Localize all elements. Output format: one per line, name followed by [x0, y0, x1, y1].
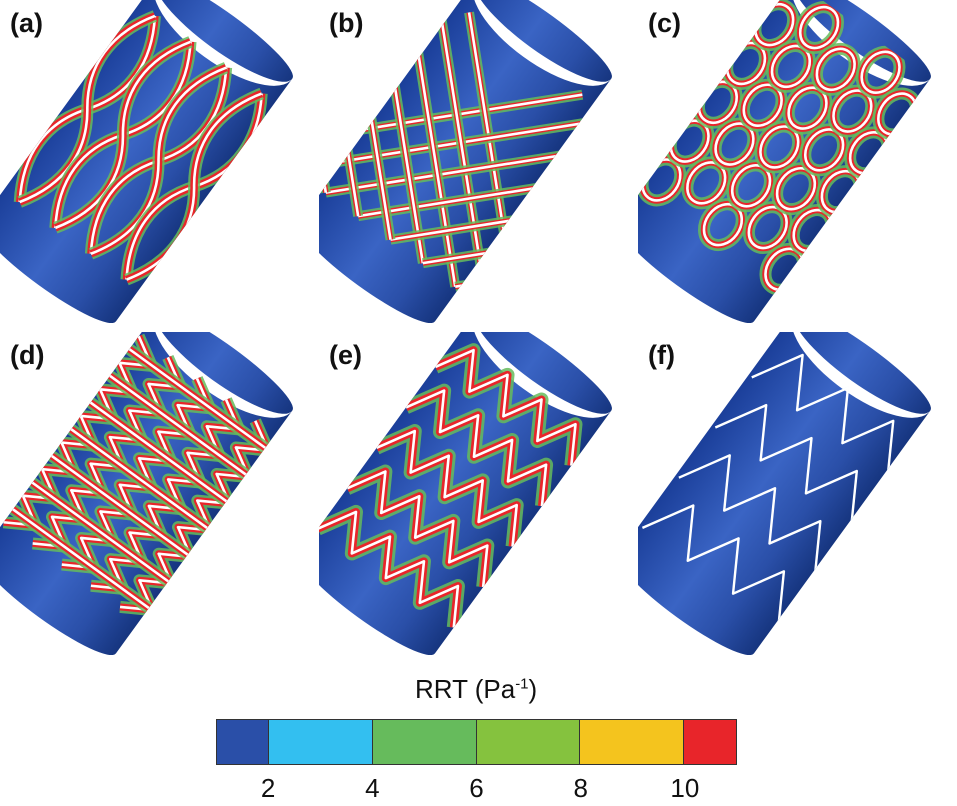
- colorbar-tick-label: 6: [469, 773, 484, 803]
- legend-title-exponent: -1: [515, 675, 529, 693]
- colorbar-tick-label: 8: [573, 773, 588, 803]
- vessel-render-d: [0, 332, 293, 656]
- colorbar-tick-label: 2: [260, 773, 276, 803]
- vessel-body: [638, 332, 931, 656]
- vessel-render-e: [319, 332, 612, 656]
- panel-c: (c): [638, 0, 956, 330]
- vessel-render-f: [638, 332, 931, 656]
- panel-label-a: (a): [10, 8, 43, 38]
- vessel-opening: [791, 332, 931, 418]
- vessel-body: [0, 0, 293, 324]
- panel-f: (f): [638, 332, 956, 662]
- colorbar-segment: [580, 720, 685, 764]
- colorbar-tick-label: 10: [670, 773, 700, 803]
- colorbar-segment: [684, 720, 736, 764]
- stent-struts: [2, 333, 275, 617]
- panel-label-f: (f): [648, 340, 675, 370]
- panel-label-e: (e): [329, 340, 362, 370]
- vessel-render-a: [0, 0, 293, 324]
- legend-title-close: ): [528, 674, 538, 704]
- color-legend: RRT (Pa-1) 2 4 6 8 10: [0, 670, 957, 806]
- panel-label-c: (c): [648, 8, 681, 38]
- vessel-opening: [153, 332, 293, 418]
- colorbar-tick-label: 4: [365, 773, 380, 803]
- vessel-body: [319, 0, 612, 324]
- stent-struts: [641, 353, 895, 627]
- panel-label-d: (d): [10, 340, 45, 370]
- panel-b: (b): [319, 0, 637, 330]
- panel-a: (a): [0, 0, 318, 330]
- colorbar-segment: [476, 720, 581, 764]
- vessel-render-c: [638, 0, 931, 324]
- panel-d: (d): [0, 332, 318, 662]
- stent-struts: [319, 343, 583, 629]
- colorbar-segment: [268, 720, 373, 764]
- legend-title-text: RRT (Pa: [415, 674, 516, 704]
- legend-title: RRT (Pa-1): [415, 674, 537, 705]
- colorbar: [216, 719, 737, 765]
- colorbar-segment: [372, 720, 477, 764]
- colorbar-segment: [217, 720, 269, 764]
- panel-label-b: (b): [329, 8, 364, 38]
- vessel-opening: [472, 0, 612, 86]
- vessel-render-b: [319, 0, 612, 324]
- panel-e: (e): [319, 332, 637, 662]
